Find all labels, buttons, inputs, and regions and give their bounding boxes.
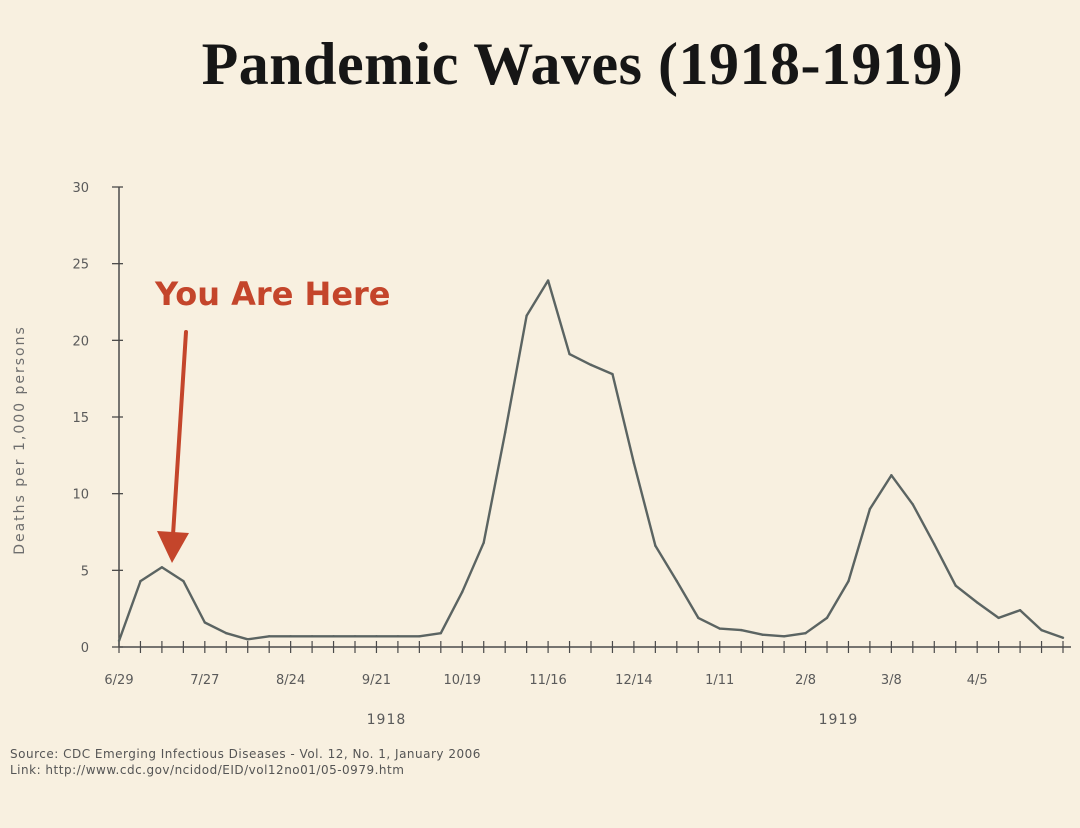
series-line (117, 279, 1064, 642)
data-point (546, 279, 550, 282)
y-tick-label: 5 (81, 564, 89, 579)
data-point (782, 635, 786, 638)
data-point (718, 627, 721, 630)
source-link: Link: http://www.cdc.gov/ncidod/EID/vol1… (10, 763, 405, 777)
chart-title: Pandemic Waves (1918-1919) (201, 31, 964, 97)
data-point (933, 543, 936, 546)
data-point (654, 544, 657, 547)
data-point (697, 616, 700, 620)
x-tick-label: 2/8 (795, 673, 816, 688)
data-point (503, 431, 507, 434)
y-tick-label: 0 (81, 641, 89, 656)
source-line: Source: CDC Emerging Infectious Diseases… (10, 747, 481, 761)
series (117, 279, 1065, 643)
x-tick-label: 9/21 (362, 673, 391, 688)
data-point (439, 632, 443, 635)
data-point (246, 638, 249, 641)
data-point (804, 632, 807, 635)
data-point (911, 503, 915, 506)
data-point (225, 632, 228, 635)
data-point (461, 590, 464, 593)
data-point (611, 372, 614, 376)
x-tick-label: 6/29 (104, 673, 133, 688)
data-point (1061, 636, 1065, 639)
data-point (890, 474, 893, 477)
data-point (182, 579, 185, 583)
data-point (525, 314, 528, 317)
data-point (396, 635, 400, 638)
data-point (289, 635, 292, 638)
data-point (482, 541, 485, 544)
data-point (739, 628, 743, 632)
x-tick-label: 10/19 (444, 673, 481, 688)
axes (118, 187, 1071, 648)
data-point (1040, 628, 1043, 632)
data-point (139, 579, 142, 583)
x-tick-label: 3/8 (881, 673, 902, 688)
x-tick-label: 4/5 (967, 673, 988, 688)
data-point (568, 352, 571, 356)
y-tick-label: 25 (72, 258, 89, 273)
annotation: You Are Here (154, 275, 391, 563)
data-point (589, 363, 593, 367)
data-point (375, 635, 378, 638)
data-point (675, 579, 679, 583)
data-point (954, 584, 957, 587)
data-point (761, 633, 764, 636)
data-point (267, 635, 271, 638)
data-point (975, 601, 979, 604)
data-point (310, 635, 314, 638)
data-point (1018, 609, 1022, 612)
annotation-arrow-head (157, 531, 189, 563)
y-ticks: 0 5 10 15 20 25 30 (72, 181, 123, 656)
year-label: 1919 (819, 712, 859, 728)
year-label: 1918 (367, 712, 407, 728)
data-point (632, 461, 636, 465)
y-tick-label: 10 (72, 488, 89, 503)
x-tick-label: 12/14 (615, 673, 652, 688)
data-point (825, 616, 829, 620)
data-point (117, 639, 121, 643)
data-point (418, 635, 421, 638)
data-point (997, 616, 1000, 620)
data-point (203, 621, 207, 624)
data-point (353, 635, 357, 638)
data-point (160, 566, 164, 569)
data-point (868, 507, 872, 511)
x-tick-label: 7/27 (190, 673, 219, 688)
y-tick-label: 15 (72, 411, 89, 426)
x-ticks: 6/29 7/27 8/24 9/21 10/19 11/16 12/14 1/11 2/8 3/… (104, 641, 1064, 728)
data-point (847, 579, 850, 583)
source-note: Source: CDC Emerging Infectious Diseases… (10, 746, 481, 778)
x-tick-label: 11/16 (529, 673, 566, 688)
y-tick-label: 30 (72, 181, 89, 196)
data-point (332, 635, 335, 638)
x-tick-label: 8/24 (276, 673, 305, 688)
annotation-label: You Are Here (154, 275, 391, 313)
y-tick-label: 20 (72, 334, 89, 349)
x-tick-label: 1/11 (705, 673, 734, 688)
annotation-arrow-shaft (171, 330, 188, 537)
